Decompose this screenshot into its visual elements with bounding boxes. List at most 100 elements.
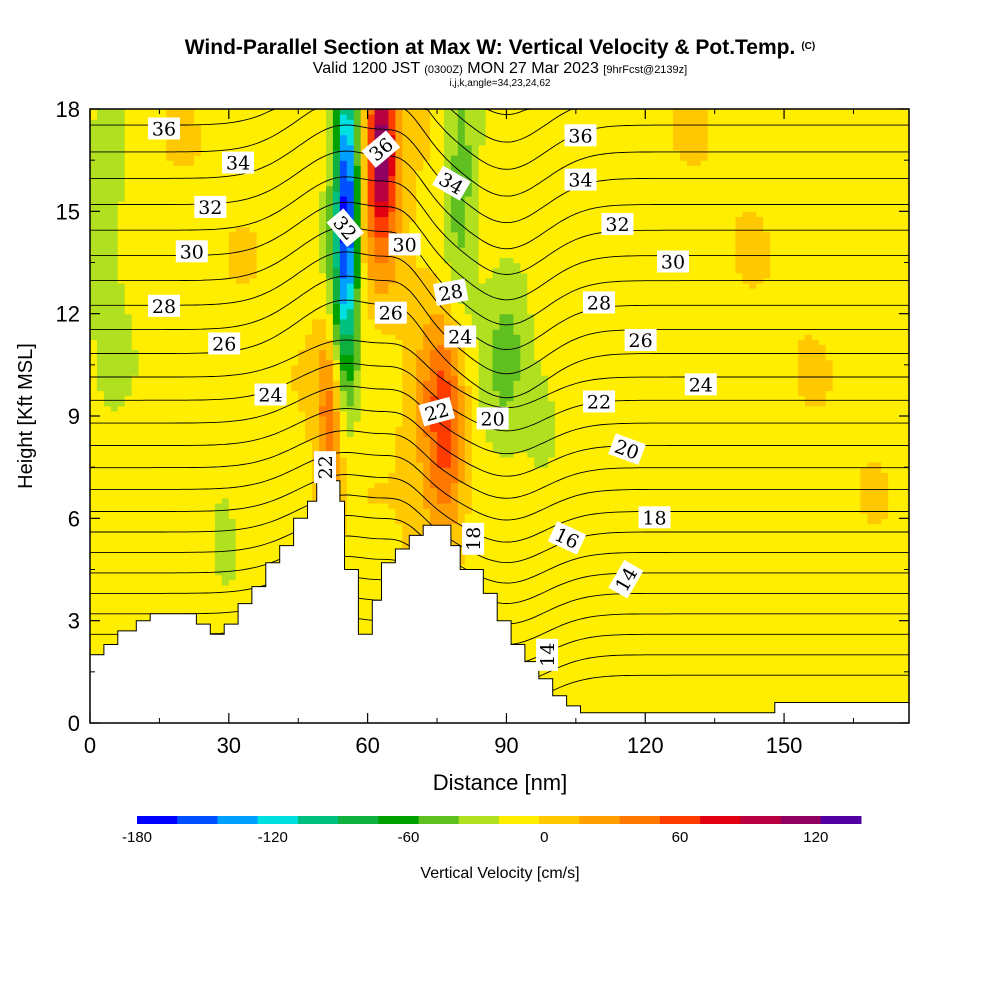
velocity-cell (201, 390, 209, 397)
velocity-cell (96, 201, 105, 207)
velocity-cell (110, 323, 119, 330)
velocity-cell (124, 456, 133, 463)
velocity-cell (242, 139, 251, 146)
velocity-cell (256, 272, 265, 279)
velocity-cell (291, 354, 299, 361)
velocity-cell (138, 201, 147, 207)
velocity-cell (166, 436, 174, 443)
velocity-cell (298, 216, 306, 223)
velocity-cell (131, 190, 140, 197)
velocity-cell (305, 421, 313, 427)
velocity-cell (145, 226, 154, 233)
velocity-cell (124, 487, 133, 494)
velocity-cell (270, 451, 278, 458)
velocity-cell (201, 329, 209, 335)
velocity-cell (353, 329, 362, 335)
velocity-cell (374, 441, 383, 448)
velocity-cell (180, 477, 188, 484)
velocity-cell (256, 482, 265, 489)
velocity-cell (298, 446, 306, 453)
velocity-cell (103, 349, 112, 356)
velocity-cell (180, 400, 188, 407)
velocity-cell (138, 487, 147, 494)
velocity-cell (319, 282, 327, 289)
velocity-cell (90, 502, 98, 509)
velocity-cell (173, 446, 181, 453)
velocity-cell (312, 149, 320, 156)
velocity-cell (194, 395, 202, 402)
velocity-cell (201, 231, 209, 238)
velocity-cell (360, 231, 369, 238)
velocity-cell (124, 318, 133, 325)
velocity-cell (270, 446, 278, 453)
velocity-cell (332, 206, 341, 212)
velocity-cell (124, 339, 133, 345)
velocity-cell (270, 195, 278, 202)
velocity-cell (319, 334, 327, 340)
velocity-cell (325, 236, 334, 243)
velocity-cell (270, 144, 278, 151)
velocity-cell (194, 451, 202, 458)
velocity-cell (360, 543, 369, 550)
velocity-cell (96, 651, 105, 658)
velocity-cell (152, 610, 161, 617)
velocity-cell (173, 467, 181, 473)
velocity-cell (110, 446, 119, 453)
velocity-cell (124, 446, 133, 453)
velocity-cell (353, 467, 362, 473)
velocity-cell (256, 211, 265, 218)
velocity-cell (256, 462, 265, 468)
velocity-cell (152, 405, 161, 412)
velocity-cell (124, 247, 133, 253)
velocity-cell (249, 185, 258, 192)
velocity-cell (124, 185, 133, 192)
velocity-cell (90, 569, 98, 576)
velocity-cell (305, 231, 313, 238)
velocity-cell (138, 124, 147, 131)
velocity-cell (367, 441, 376, 448)
velocity-cell (367, 185, 376, 192)
velocity-cell (284, 410, 292, 417)
velocity-cell (284, 293, 292, 299)
velocity-cell (228, 236, 237, 243)
velocity-cell (124, 334, 133, 340)
velocity-cell (187, 492, 195, 499)
velocity-cell (319, 109, 327, 115)
velocity-cell (235, 400, 244, 407)
velocity-cell (187, 170, 195, 177)
velocity-cell (214, 416, 223, 422)
velocity-cell (221, 574, 230, 581)
velocity-cell (103, 564, 112, 571)
velocity-cell (353, 538, 362, 545)
velocity-cell (166, 201, 174, 207)
velocity-cell (96, 497, 105, 504)
velocity-cell (353, 134, 362, 141)
velocity-cell (145, 206, 154, 212)
velocity-cell (235, 451, 244, 458)
velocity-cell (117, 282, 126, 289)
velocity-cell (117, 492, 126, 499)
velocity-cell (159, 267, 167, 274)
velocity-cell (263, 149, 272, 156)
velocity-cell (235, 410, 244, 417)
velocity-cell (117, 252, 126, 258)
velocity-cell (242, 564, 251, 571)
velocity-cell (298, 431, 306, 438)
velocity-cell (235, 395, 244, 402)
velocity-cell (117, 364, 126, 371)
velocity-cell (103, 559, 112, 565)
velocity-cell (152, 236, 161, 243)
velocity-cell (207, 221, 216, 228)
velocity-cell (207, 400, 216, 407)
velocity-cell (235, 242, 244, 248)
velocity-cell (339, 165, 348, 171)
velocity-cell (228, 216, 237, 223)
velocity-cell (124, 165, 133, 171)
velocity-cell (207, 559, 216, 565)
velocity-cell (145, 185, 154, 192)
velocity-cell (353, 144, 362, 151)
velocity-cell (242, 400, 251, 407)
velocity-cell (228, 513, 237, 519)
velocity-cell (374, 436, 383, 443)
velocity-cell (270, 242, 278, 248)
